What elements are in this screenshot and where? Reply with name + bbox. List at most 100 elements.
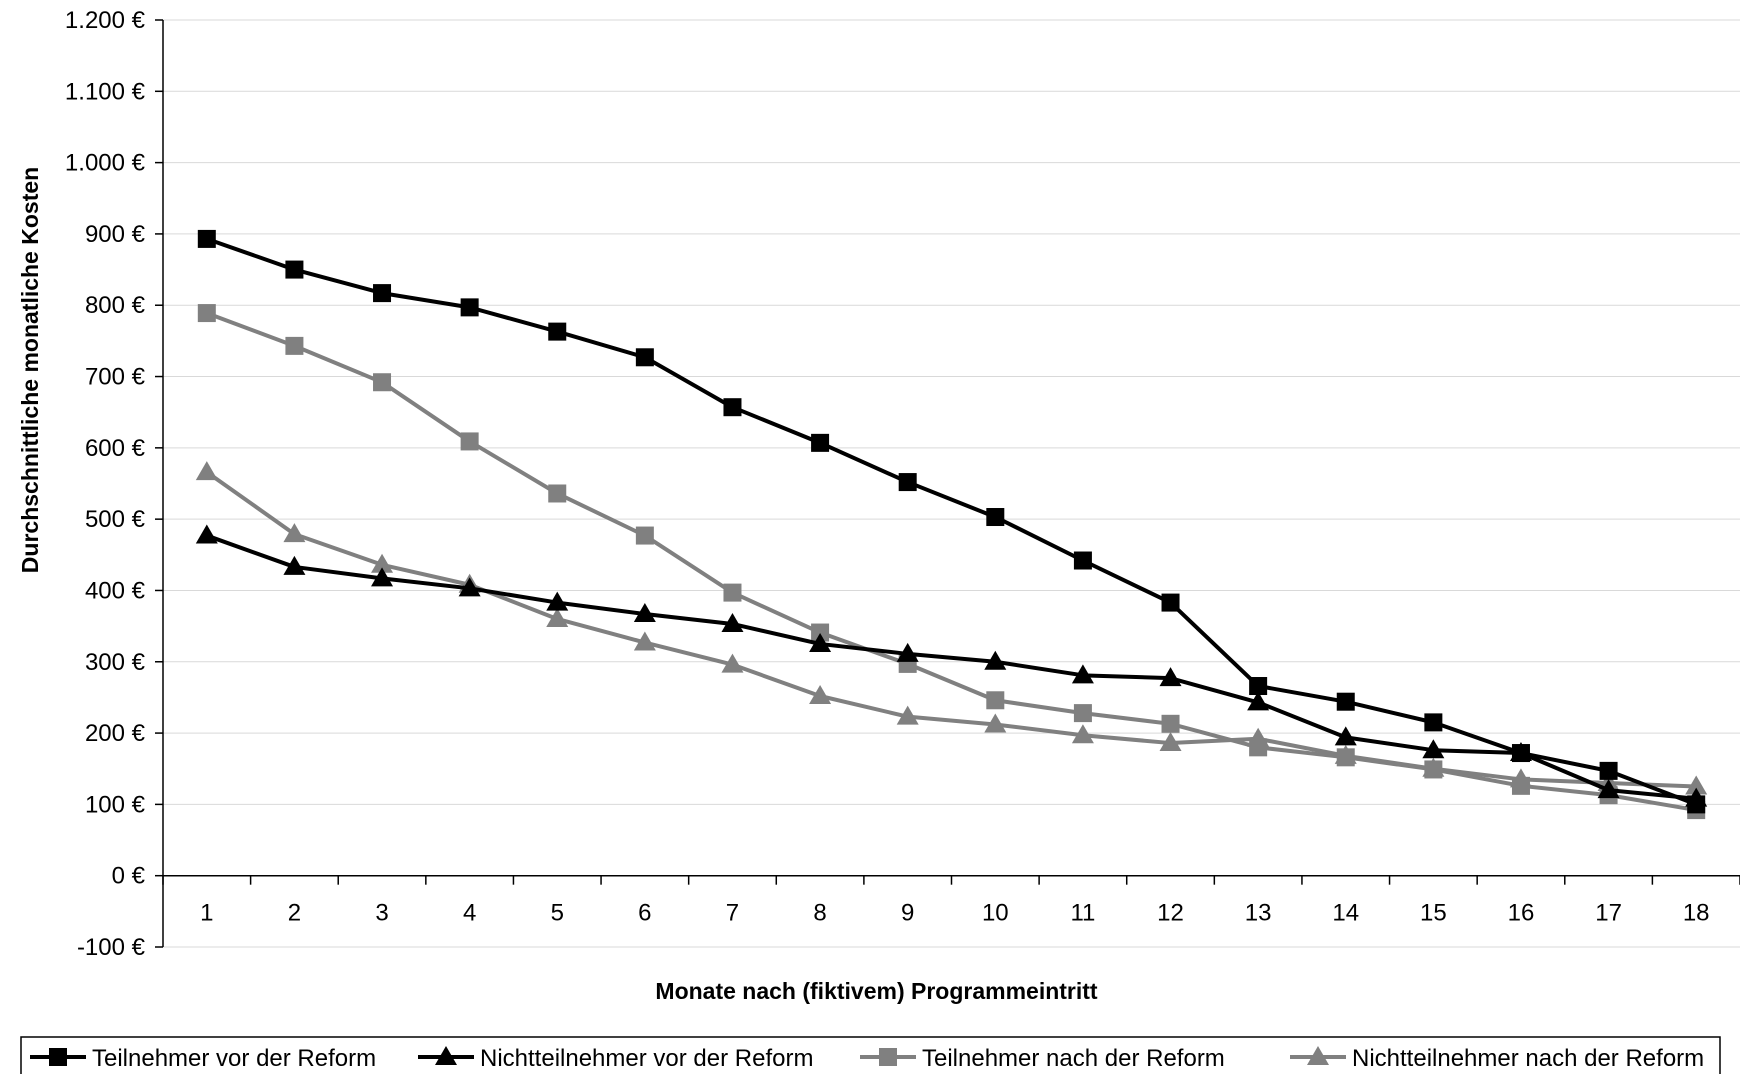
data-point-triangle (1422, 739, 1445, 759)
data-point-square (1161, 593, 1180, 612)
y-tick-label: 400 € (85, 577, 146, 604)
data-point-triangle (809, 684, 832, 704)
y-tick-label: 100 € (85, 791, 146, 818)
data-point-square (1511, 744, 1530, 763)
data-point-triangle (1685, 775, 1708, 795)
x-tick-label: 12 (1157, 900, 1184, 927)
legend-item: Nichtteilnehmer vor der Reform (418, 1045, 813, 1072)
data-point-square (723, 583, 742, 602)
y-tick-label: 1.000 € (65, 150, 146, 177)
legend-label: Teilnehmer nach der Reform (922, 1045, 1225, 1072)
data-point-square (1249, 738, 1268, 757)
x-tick-label: 10 (982, 900, 1009, 927)
data-point-square (898, 473, 917, 492)
y-tick-label: 600 € (85, 435, 146, 462)
data-point-square (811, 623, 830, 642)
x-tick-label: 9 (901, 900, 914, 927)
x-tick-label: 13 (1245, 900, 1272, 927)
data-point-triangle (1247, 691, 1270, 711)
data-point-square (1424, 760, 1443, 779)
x-tick-label: 15 (1420, 900, 1447, 927)
data-point-triangle (1071, 664, 1094, 684)
x-tick-label: 18 (1683, 900, 1710, 927)
x-tick-label: 16 (1508, 900, 1535, 927)
y-tick-label: 200 € (85, 720, 146, 747)
data-point-triangle (371, 567, 394, 587)
legend-label: Nichtteilnehmer nach der Reform (1352, 1045, 1704, 1072)
x-tick-label: 2 (288, 900, 301, 927)
x-tick-label: 3 (375, 900, 388, 927)
legend-label: Nichtteilnehmer vor der Reform (480, 1045, 813, 1072)
data-point-triangle (721, 612, 744, 632)
data-point-triangle (896, 642, 919, 662)
x-tick-label: 1 (200, 900, 213, 927)
legend-item: Teilnehmer vor der Reform (30, 1045, 376, 1072)
data-point-triangle (195, 461, 218, 481)
series-1 (197, 229, 1706, 814)
x-tick-label: 5 (551, 900, 564, 927)
data-point-square (1424, 713, 1443, 732)
data-point-triangle (633, 602, 656, 622)
data-point-square (1336, 692, 1355, 711)
legend-item: Teilnehmer nach der Reform (860, 1045, 1225, 1072)
data-point-triangle (1159, 732, 1182, 752)
data-point-square (1249, 677, 1268, 696)
data-point-square (197, 304, 216, 323)
gridlines (155, 19, 1740, 948)
data-point-square (460, 298, 479, 317)
y-tick-label: 500 € (85, 506, 146, 533)
data-point-square (285, 336, 304, 355)
data-point-square (460, 432, 479, 451)
y-tick-label: 0 € (112, 863, 146, 890)
data-point-square (1511, 776, 1530, 795)
x-axis-title: Monate nach (fiktivem) Programmeintritt (655, 978, 1098, 1004)
y-axis-title: Durchschnittliche monatliche Kosten (17, 167, 43, 573)
data-point-square (986, 508, 1005, 527)
legend-item: Nichtteilnehmer nach der Reform (1290, 1045, 1704, 1072)
data-point-triangle (1334, 726, 1357, 746)
data-point-square (1073, 551, 1092, 570)
x-tick-label: 6 (638, 900, 651, 927)
data-point-triangle (1597, 779, 1620, 799)
axes (162, 20, 1740, 947)
y-tick-label: 800 € (85, 292, 146, 319)
x-tick-label: 7 (726, 900, 739, 927)
data-point-triangle (283, 523, 306, 543)
series-4 (195, 461, 1708, 795)
data-point-triangle (458, 577, 481, 597)
y-tick-label: 1.100 € (65, 78, 146, 105)
series-line (206, 533, 1697, 801)
data-point-triangle (546, 607, 569, 627)
data-point-square (986, 691, 1005, 710)
data-point-triangle (195, 524, 218, 544)
data-point-triangle (1071, 724, 1094, 744)
data-point-square (373, 373, 392, 392)
y-tick-label: 300 € (85, 649, 146, 676)
data-point-square (197, 229, 216, 248)
data-point-triangle (371, 553, 394, 573)
data-point-square (1687, 795, 1706, 814)
data-point-square (373, 284, 392, 303)
data-point-square (1073, 704, 1092, 723)
y-tick-label: 1.200 € (65, 7, 146, 34)
data-point-triangle (1307, 1046, 1329, 1065)
x-tick-label: 17 (1595, 900, 1622, 927)
data-point-triangle (283, 555, 306, 575)
data-point-square (49, 1048, 67, 1066)
y-tick-label: 900 € (85, 221, 146, 248)
data-series (195, 229, 1708, 820)
data-point-triangle (896, 705, 919, 725)
x-tick-label: 14 (1332, 900, 1359, 927)
data-point-square (1599, 761, 1618, 780)
data-point-triangle (546, 591, 569, 611)
data-point-triangle (984, 650, 1007, 670)
legend-label: Teilnehmer vor der Reform (92, 1045, 376, 1072)
series-2 (195, 524, 1708, 807)
data-point-square (635, 348, 654, 367)
x-tick-label: 8 (813, 900, 826, 927)
y-tick-label: -100 € (77, 934, 146, 961)
data-point-square (1336, 748, 1355, 767)
data-point-square (635, 526, 654, 545)
data-point-square (548, 484, 567, 503)
data-point-triangle (809, 632, 832, 652)
